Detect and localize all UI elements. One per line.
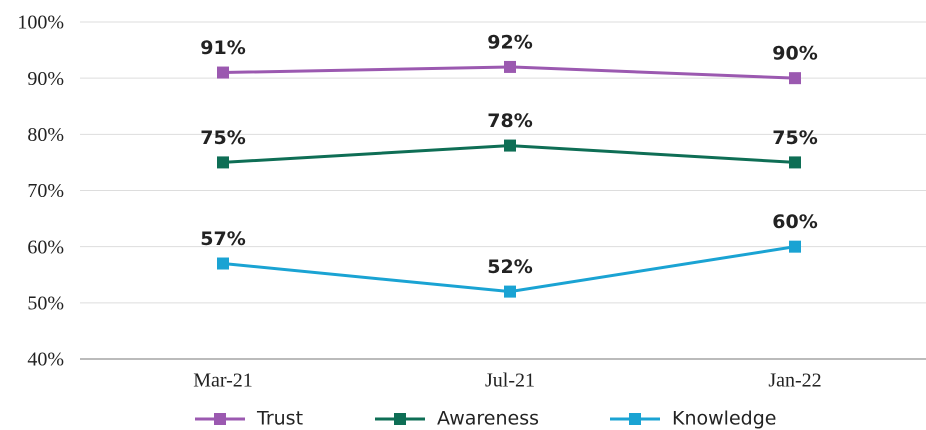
y-tick-label: 100%: [17, 12, 64, 34]
y-tick-label: 90%: [27, 68, 64, 90]
y-tick-label: 50%: [27, 292, 64, 314]
x-tick-label: Jan-22: [768, 370, 821, 392]
data-label: 60%: [772, 211, 817, 233]
y-tick-label: 80%: [27, 124, 64, 146]
legend-marker: [394, 413, 406, 425]
legend-label: Awareness: [437, 408, 539, 430]
point: [217, 156, 229, 169]
data-label: 78%: [487, 110, 532, 132]
y-tick-label: 60%: [27, 236, 64, 258]
point: [789, 72, 801, 85]
legend-marker: [629, 413, 641, 425]
point: [217, 257, 229, 270]
y-tick-label: 40%: [27, 349, 64, 371]
x-tick-label: Mar-21: [193, 370, 253, 392]
data-label: 91%: [200, 37, 245, 59]
data-label: 75%: [200, 127, 245, 149]
point: [789, 240, 801, 253]
data-label: 52%: [487, 256, 532, 278]
point: [504, 60, 516, 73]
data-label: 57%: [200, 228, 245, 250]
legend-label: Trust: [256, 408, 303, 430]
point: [789, 156, 801, 169]
data-label: 90%: [772, 43, 817, 65]
legend-label: Knowledge: [672, 408, 776, 430]
point: [504, 285, 516, 298]
data-label: 92%: [487, 31, 532, 53]
legend-marker: [214, 413, 226, 425]
y-tick-label: 70%: [27, 180, 64, 202]
x-tick-label: Jul-21: [485, 370, 535, 392]
point: [504, 139, 516, 152]
data-label: 75%: [772, 127, 817, 149]
point: [217, 66, 229, 79]
